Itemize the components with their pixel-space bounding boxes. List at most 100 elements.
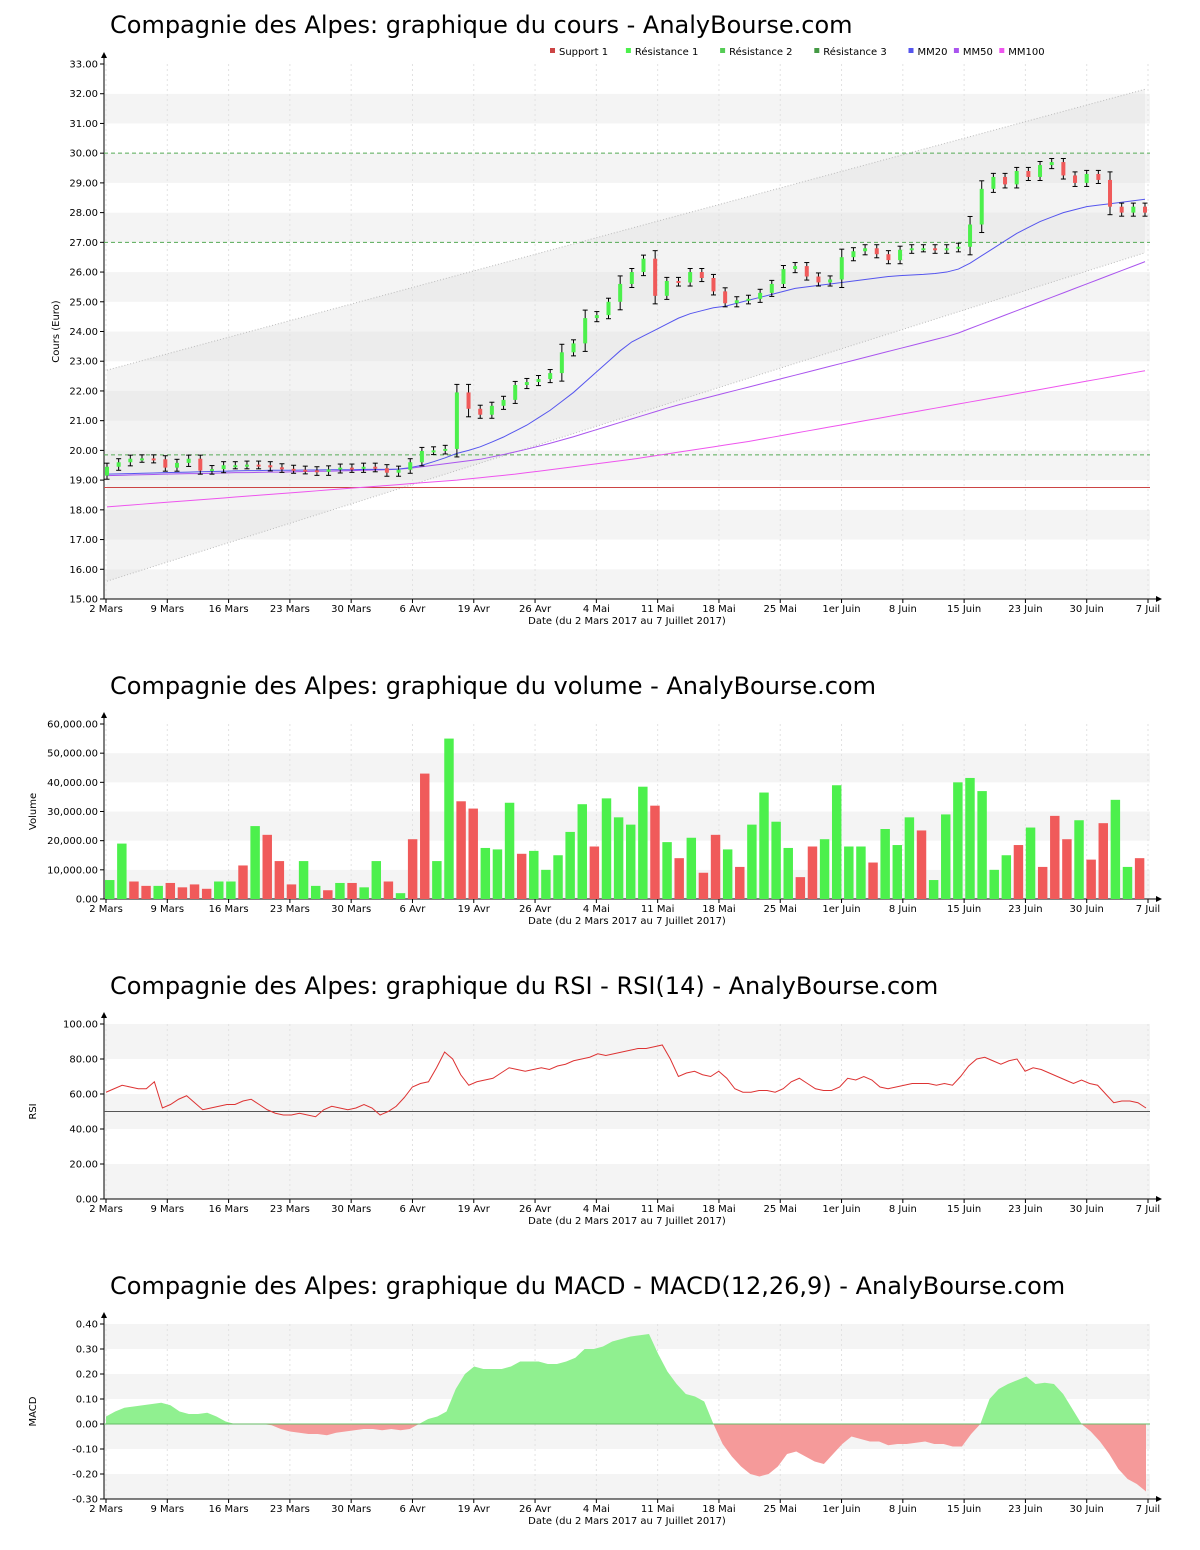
- candle-body: [839, 257, 844, 280]
- y-axis-arrow: [101, 1312, 107, 1318]
- legend-label: Résistance 2: [729, 46, 792, 58]
- x-tick-label: 23 Mars: [270, 604, 310, 615]
- macd-negative-area: [106, 1424, 1146, 1492]
- volume-bar: [1110, 799, 1121, 899]
- volume-bar: [504, 802, 515, 899]
- x-tick-label: 30 Mars: [331, 904, 371, 915]
- x-tick-label: 11 Mai: [641, 1504, 674, 1515]
- candle-body: [664, 280, 669, 296]
- candle-body: [1061, 162, 1066, 176]
- y-axis-label: MACD: [28, 1396, 39, 1426]
- x-tick-label: 23 Juin: [1008, 1504, 1042, 1515]
- x-tick-label: 26 Avr: [519, 904, 552, 915]
- volume-bar: [1122, 866, 1133, 899]
- x-tick-label: 16 Mars: [209, 604, 249, 615]
- x-axis-label: Date (du 2 Mars 2017 au 7 Juillet 2017): [528, 616, 726, 627]
- volume-bar: [916, 830, 927, 899]
- volume-bar: [722, 849, 733, 899]
- y-tick-label: 31.00: [69, 119, 98, 130]
- candle-body: [559, 352, 564, 374]
- y-tick-label: 40.00: [69, 1125, 98, 1136]
- volume-bar: [177, 887, 188, 899]
- x-tick-label: 4 Mai: [583, 1504, 610, 1515]
- y-tick-label: 0.40: [76, 1320, 98, 1331]
- candle-body: [268, 465, 273, 468]
- y-tick-label: -0.30: [72, 1495, 98, 1506]
- volume-bar: [165, 882, 176, 899]
- y-axis-arrow: [101, 1012, 107, 1018]
- volume-bar: [1098, 823, 1108, 899]
- grid-band: [104, 539, 1150, 570]
- volume-bar: [444, 738, 454, 899]
- price-panel: 2 Mars 9 Mars 16 Mars 23 Mars 30 Mars 6 Avr 19…: [51, 52, 1162, 627]
- grid-band: [104, 753, 1150, 783]
- candle-body: [1073, 175, 1078, 183]
- x-tick-label: 15 Juin: [947, 904, 981, 915]
- grid-band: [104, 361, 1150, 391]
- y-tick-label: 0.00: [76, 1195, 98, 1206]
- volume-bar: [286, 884, 297, 899]
- x-tick-label: 25 Mai: [764, 1204, 797, 1215]
- grid-band: [104, 182, 1150, 213]
- y-tick-label: 17.00: [69, 535, 98, 546]
- volume-bar: [153, 885, 163, 899]
- candle-body: [454, 392, 459, 449]
- volume-bar: [965, 777, 975, 899]
- candle-body: [1119, 206, 1124, 213]
- volume-bar: [577, 804, 587, 899]
- grid-band: [104, 1059, 1150, 1094]
- x-tick-label: 8 Juin: [889, 904, 917, 915]
- grid-band: [104, 331, 1150, 362]
- candle-body: [723, 291, 728, 304]
- volume-bar: [1134, 858, 1145, 899]
- candle-body: [571, 343, 576, 353]
- y-tick-label: 60.00: [69, 1090, 98, 1101]
- volume-bar: [359, 887, 369, 899]
- y-tick-label: 23.00: [69, 357, 98, 368]
- legend-swatch: [814, 48, 820, 53]
- volume-bar: [516, 853, 527, 899]
- volume-bar: [735, 866, 745, 899]
- candle-body: [979, 188, 984, 225]
- x-tick-label: 19 Avr: [458, 1204, 491, 1215]
- volume-bar: [383, 881, 394, 899]
- x-axis-label: Date (du 2 Mars 2017 au 7 Juillet 2017): [528, 916, 726, 927]
- volume-bar: [310, 885, 321, 899]
- candle-body: [244, 464, 249, 467]
- candle-body: [1108, 179, 1113, 207]
- volume-bar: [941, 814, 951, 899]
- volume-bar: [238, 865, 248, 899]
- x-tick-label: 30 Mars: [331, 604, 371, 615]
- candle-body: [139, 458, 144, 461]
- volume-bar: [771, 821, 781, 899]
- x-tick-label: 23 Mars: [270, 1204, 310, 1215]
- y-tick-label: 0.20: [76, 1370, 98, 1381]
- candle-body: [338, 467, 343, 470]
- mm100-line: [106, 370, 1146, 508]
- x-axis-arrow: [1156, 596, 1162, 602]
- x-tick-label: 4 Mai: [583, 904, 610, 915]
- candle-body: [804, 266, 809, 277]
- candle-body: [933, 248, 938, 251]
- y-tick-label: -0.20: [72, 1470, 98, 1481]
- x-tick-label: 1er Juin: [822, 1504, 860, 1515]
- x-tick-label: 1er Juin: [822, 904, 860, 915]
- volume-bar: [226, 881, 236, 899]
- x-tick-label: 23 Mars: [270, 904, 310, 915]
- y-tick-label: 80.00: [69, 1055, 98, 1066]
- x-tick-label: 2 Mars: [89, 1204, 123, 1215]
- candle-body: [396, 469, 401, 473]
- volume-bar: [589, 846, 600, 899]
- candle-body: [851, 251, 856, 258]
- volume-bar: [189, 884, 200, 899]
- volume-bar: [904, 817, 915, 899]
- candle-body: [303, 469, 308, 472]
- grid-band: [104, 1424, 1150, 1449]
- y-tick-label: 29.00: [69, 178, 98, 189]
- x-tick-label: 26 Avr: [519, 1504, 552, 1515]
- volume-bar: [371, 861, 382, 899]
- x-tick-label: 7 Juil: [1136, 1204, 1160, 1215]
- x-tick-label: 18 Mai: [702, 604, 735, 615]
- candle-body: [874, 248, 879, 255]
- volume-bar: [274, 861, 285, 899]
